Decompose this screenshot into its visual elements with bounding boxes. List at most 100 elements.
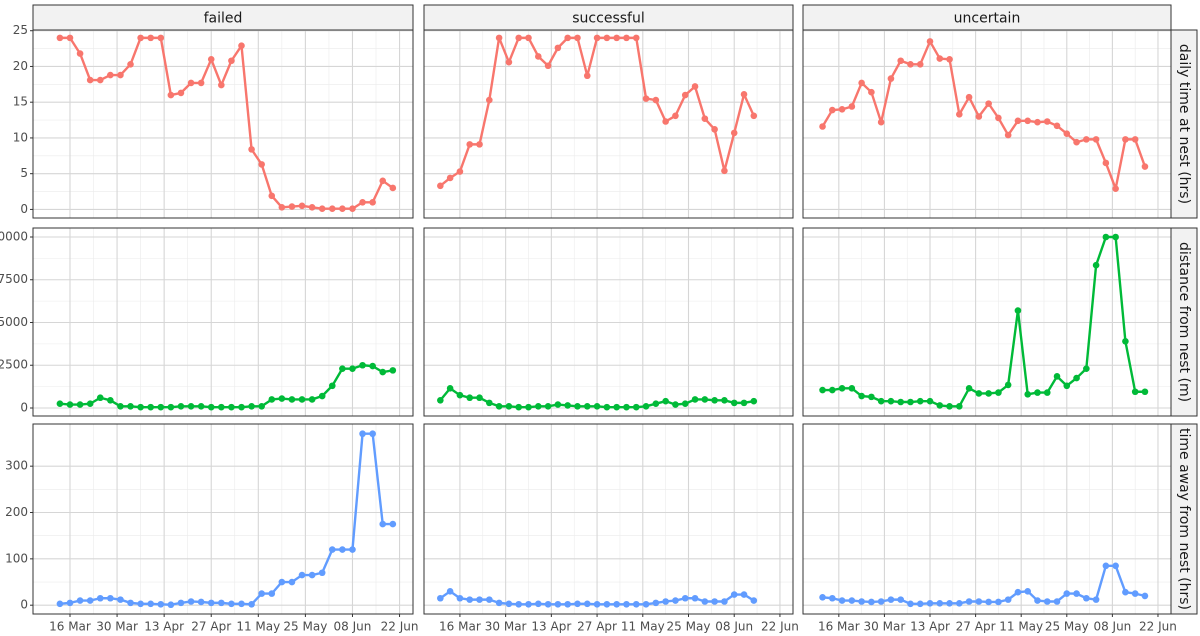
panel (803, 424, 1171, 614)
x-tick-label: 27 Apr (191, 620, 231, 634)
data-point (946, 56, 953, 63)
data-point (750, 112, 758, 120)
data-point (1014, 588, 1022, 596)
data-point (389, 520, 397, 528)
data-point (819, 123, 826, 130)
data-point (750, 597, 758, 604)
data-point (995, 598, 1002, 606)
strip-background (423, 4, 794, 31)
data-point (936, 402, 944, 409)
data-point (238, 42, 245, 50)
data-point (349, 205, 356, 213)
y-tick-label: 7500 (0, 272, 28, 286)
y-tick-label: 0 (20, 598, 28, 612)
data-point (177, 599, 185, 607)
data-point (534, 600, 542, 608)
data-point (926, 397, 934, 405)
data-point (486, 596, 493, 603)
data-point (1131, 388, 1139, 396)
data-point (1112, 562, 1119, 570)
data-point (564, 600, 571, 608)
data-point (505, 600, 513, 608)
data-point (167, 601, 175, 609)
strip-background (1170, 29, 1198, 219)
data-point (258, 161, 265, 168)
data-point (985, 390, 992, 397)
data-point (829, 386, 836, 394)
data-point (652, 96, 660, 104)
y-tick-label: 200 (5, 505, 28, 519)
data-point (711, 126, 718, 133)
data-point (379, 368, 387, 376)
data-point (907, 600, 914, 608)
data-point (248, 600, 255, 608)
data-point (995, 114, 1002, 122)
data-point (662, 598, 669, 605)
data-point (691, 83, 699, 90)
x-tick-label: 16 Mar (439, 620, 481, 634)
data-point (339, 546, 346, 553)
data-point (86, 400, 94, 408)
data-point (308, 203, 316, 211)
y-tick-label: 0 (20, 202, 28, 216)
data-point (127, 61, 134, 68)
x-tick-label: 30 Mar (96, 620, 138, 634)
data-point (525, 34, 532, 42)
data-point (858, 598, 865, 605)
column-title: successful (572, 11, 644, 27)
data-point (956, 600, 963, 607)
data-point (965, 385, 973, 392)
data-point (1092, 136, 1100, 143)
data-point (197, 402, 205, 410)
data-point (157, 403, 165, 411)
data-point (603, 34, 611, 42)
y-tick-label: 5 (20, 166, 28, 180)
data-point (349, 546, 356, 553)
data-point (583, 402, 591, 410)
data-point (288, 578, 296, 586)
data-point (1073, 590, 1080, 597)
x-tick-label: 08 Jun (715, 620, 753, 634)
data-point (985, 598, 992, 606)
data-point (515, 600, 522, 608)
y-tick-label: 2500 (0, 358, 28, 372)
data-point (56, 600, 64, 608)
data-point (117, 71, 124, 79)
data-point (1083, 136, 1090, 143)
data-point (946, 402, 953, 410)
data-point (268, 192, 276, 200)
data-point (858, 392, 865, 400)
data-point (554, 44, 562, 52)
data-point (642, 600, 650, 608)
data-point (167, 403, 175, 411)
data-point (740, 591, 748, 598)
x-tick-label: 11 May (236, 620, 280, 634)
series-line (822, 235, 1145, 408)
data-point (1043, 598, 1051, 605)
data-point (107, 71, 114, 79)
data-point (228, 403, 235, 411)
data-point (495, 599, 503, 607)
data-point (554, 600, 562, 608)
panel-border (423, 423, 794, 615)
data-point (389, 184, 397, 192)
data-point (328, 382, 336, 390)
series-line (821, 40, 1147, 190)
panel (424, 30, 793, 218)
data-point (681, 594, 689, 602)
data-point (672, 112, 679, 120)
data-point (1112, 185, 1119, 192)
data-point (339, 205, 346, 213)
panel (33, 30, 413, 218)
data-point (96, 594, 104, 602)
data-point (187, 402, 195, 410)
data-point (127, 402, 134, 410)
data-point (278, 395, 286, 402)
data-point (359, 361, 366, 369)
data-point (965, 93, 973, 101)
data-point (446, 174, 454, 182)
data-point (359, 430, 366, 438)
data-point (1024, 117, 1032, 125)
data-point (916, 61, 924, 68)
data-point (858, 79, 865, 87)
